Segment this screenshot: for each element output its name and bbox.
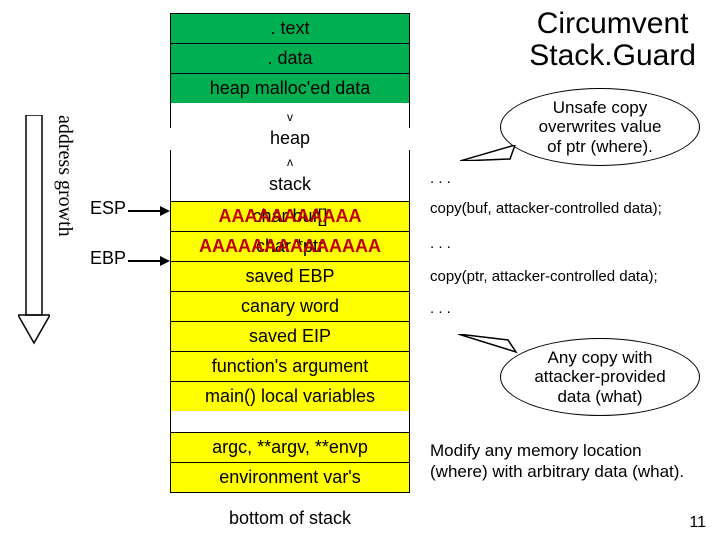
ebp-label: EBP [90, 248, 126, 269]
callout1-tail-icon [460, 145, 520, 161]
annot-copy-buf: copy(buf, attacker-controlled data); [430, 200, 690, 219]
slide-title: Circumvent Stack.Guard [529, 8, 696, 71]
address-growth: address growth [18, 115, 50, 345]
callout-unsafe-copy: Unsafe copy overwrites value of ptr (whe… [500, 88, 700, 166]
row-heap-malloc: heap malloc'ed data [170, 73, 410, 104]
row-ptr: char *ptr AAAAAAAAAAAAAA [170, 231, 410, 262]
callout2-l3: data (what) [557, 387, 642, 406]
row-stack: stack [170, 170, 410, 202]
esp-label: ESP [90, 198, 126, 219]
row-data: . data [170, 43, 410, 74]
arrow-down-icon [18, 115, 50, 345]
callout2-l1: Any copy with [548, 348, 653, 367]
annot-final: Modify any memory location (where) with … [430, 440, 690, 483]
callout1-l3: of ptr (where). [547, 137, 653, 156]
row-canary: canary word [170, 291, 410, 322]
caret-up: ʌ [170, 150, 410, 171]
ptr-overlay: AAAAAAAAAAAAAA [171, 236, 409, 257]
callout1-l1: Unsafe copy [553, 98, 648, 117]
buf-overlay: AAAAAAAAAAA [171, 206, 409, 227]
slide-number: 11 [689, 514, 706, 532]
row-buf: char buf[] AAAAAAAAAAA [170, 201, 410, 232]
title-line-2: Stack.Guard [529, 39, 696, 72]
title-line-1: Circumvent [537, 7, 689, 40]
annot-dots1: . . . [430, 170, 690, 189]
row-text: . text [170, 13, 410, 44]
callout-any-copy: Any copy with attacker-provided data (wh… [500, 338, 700, 416]
callout2-tail-icon [458, 334, 520, 356]
ebp-arrow-icon [128, 255, 170, 267]
address-growth-text: address growth [53, 115, 76, 237]
esp-arrow-icon [128, 205, 170, 217]
caret-down: v [170, 103, 410, 129]
row-main-locals: main() local variables [170, 381, 410, 412]
row-func-arg: function's argument [170, 351, 410, 382]
callout1-l2: overwrites value [539, 117, 662, 136]
row-saved-ebp: saved EBP [170, 261, 410, 292]
row-gap [170, 411, 410, 433]
annot-dots2: . . . [430, 235, 690, 254]
callout2-l2: attacker-provided [534, 367, 665, 386]
row-heap: heap [170, 128, 410, 151]
row-argc: argc, **argv, **envp [170, 432, 410, 463]
annot-dots3: . . . [430, 300, 690, 319]
annot-copy-ptr: copy(ptr, attacker-controlled data); [430, 268, 690, 287]
row-saved-eip: saved EIP [170, 321, 410, 352]
bottom-of-stack-label: bottom of stack [170, 508, 410, 529]
memory-layout-table: . text . data heap malloc'ed data v heap… [170, 14, 410, 493]
row-env: environment var's [170, 462, 410, 493]
